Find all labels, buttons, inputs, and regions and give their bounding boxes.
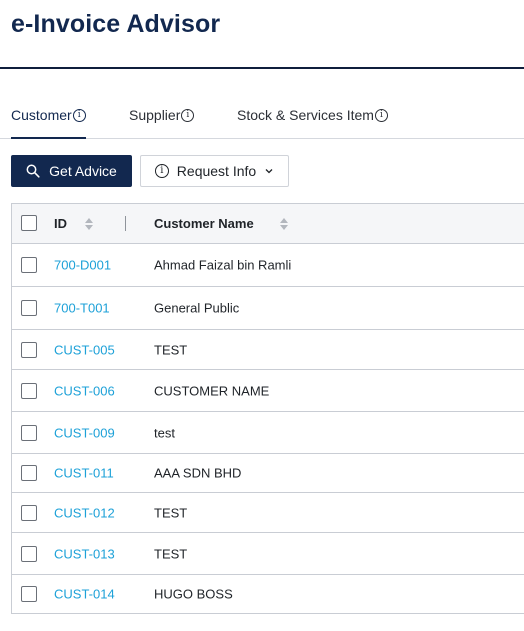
- table-header: ID Customer Name: [12, 204, 524, 244]
- customer-id-link[interactable]: CUST-014: [54, 586, 115, 602]
- request-info-label: Request Info: [176, 163, 257, 179]
- table-row[interactable]: CUST-005 TEST: [12, 330, 524, 370]
- table-row[interactable]: CUST-009 test: [12, 412, 524, 454]
- sort-icon[interactable]: [84, 215, 94, 233]
- customer-name: TEST: [154, 505, 188, 520]
- info-icon[interactable]: i: [374, 109, 388, 122]
- row-checkbox[interactable]: [21, 545, 37, 562]
- main-content: Customer i Supplier i Stock & Services I…: [0, 69, 524, 631]
- customer-name: AAA SDN BHD: [154, 465, 242, 481]
- row-checkbox[interactable]: [21, 504, 37, 521]
- tab-customer[interactable]: Customer i: [11, 107, 86, 139]
- column-resizer[interactable]: [125, 216, 126, 231]
- tab-bar: Customer i Supplier i Stock & Services I…: [0, 69, 524, 139]
- tab-supplier-label: Supplier: [129, 107, 181, 123]
- get-advice-button[interactable]: Get Advice: [11, 155, 132, 187]
- row-checkbox[interactable]: [21, 300, 37, 316]
- customer-name: CUSTOMER NAME: [154, 383, 270, 398]
- customer-name: Ahmad Faizal bin Ramli: [154, 257, 292, 273]
- tab-customer-label: Customer: [11, 107, 72, 123]
- table-row[interactable]: CUST-012 TEST: [12, 493, 524, 533]
- customer-id-link[interactable]: CUST-005: [54, 342, 115, 357]
- column-header-customer-name[interactable]: Customer Name: [154, 216, 254, 231]
- customer-name: TEST: [154, 546, 188, 561]
- info-icon[interactable]: i: [72, 109, 86, 122]
- table-row[interactable]: CUST-013 TEST: [12, 533, 524, 575]
- table-row[interactable]: CUST-014 HUGO BOSS: [12, 575, 524, 613]
- table-row[interactable]: CUST-011 AAA SDN BHD: [12, 454, 524, 493]
- request-info-dropdown[interactable]: i Request Info: [140, 155, 289, 187]
- row-checkbox[interactable]: [21, 465, 37, 481]
- customer-id-link[interactable]: 700-T001: [54, 300, 110, 316]
- customer-id-link[interactable]: CUST-011: [54, 465, 114, 481]
- customer-id-link[interactable]: 700-D001: [54, 257, 112, 273]
- get-advice-label: Get Advice: [49, 163, 117, 179]
- sort-icon[interactable]: [279, 215, 289, 233]
- row-checkbox[interactable]: [21, 341, 37, 358]
- customer-table: ID Customer Name 700-D001 Ahmad Faizal bi…: [11, 203, 524, 614]
- customer-id-link[interactable]: CUST-012: [54, 505, 115, 520]
- row-checkbox[interactable]: [21, 424, 37, 441]
- row-checkbox[interactable]: [21, 586, 37, 602]
- row-checkbox[interactable]: [21, 257, 37, 273]
- tab-stock-services-label: Stock & Services Item: [237, 107, 374, 123]
- row-checkbox[interactable]: [21, 382, 37, 399]
- customer-id-link[interactable]: CUST-013: [54, 546, 115, 561]
- column-header-id[interactable]: ID: [54, 216, 67, 231]
- chevron-down-icon: [265, 169, 273, 174]
- customer-name: TEST: [154, 342, 188, 357]
- table-row[interactable]: 700-T001 General Public: [12, 287, 524, 330]
- customer-id-link[interactable]: CUST-006: [54, 383, 115, 398]
- app-title: e-Invoice Advisor: [11, 10, 221, 38]
- app-header: e-Invoice Advisor: [0, 0, 524, 69]
- customer-name: test: [154, 425, 175, 440]
- table-row[interactable]: 700-D001 Ahmad Faizal bin Ramli: [12, 244, 524, 287]
- info-icon: i: [154, 164, 169, 178]
- table-row[interactable]: CUST-006 CUSTOMER NAME: [12, 370, 524, 412]
- select-all-checkbox[interactable]: [21, 215, 37, 231]
- search-icon: [26, 164, 40, 178]
- table-body: 700-D001 Ahmad Faizal bin Ramli 700-T001 Ge…: [12, 244, 524, 613]
- tab-supplier[interactable]: Supplier i: [129, 107, 195, 138]
- tab-stock-services-item[interactable]: Stock & Services Item i: [237, 107, 388, 138]
- info-icon[interactable]: i: [181, 109, 195, 122]
- customer-id-link[interactable]: CUST-009: [54, 425, 115, 440]
- customer-name: General Public: [154, 300, 240, 316]
- customer-name: HUGO BOSS: [154, 586, 233, 602]
